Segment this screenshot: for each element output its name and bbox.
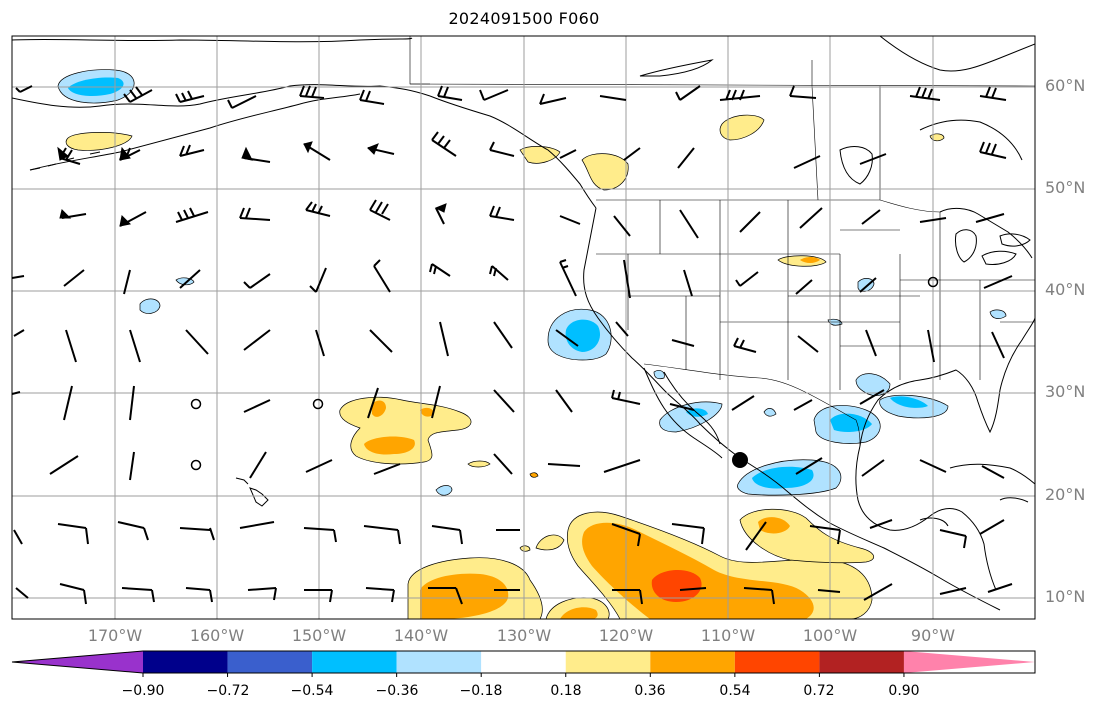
colorbar-segment [734,651,820,673]
lat-label-30n: 30°N [1045,382,1086,401]
colorbar-tick: −0.54 [290,683,334,699]
lon-label-140w: 140°W [393,626,449,645]
lat-label-20n: 20°N [1045,485,1086,504]
shaded-field-contours [57,69,1007,619]
lat-label-60n: 60°N [1045,76,1086,95]
colorbar-tick: 0.54 [719,683,751,699]
lon-label-160w: 160°W [189,626,245,645]
colorbar-segment [819,651,904,673]
lon-label-120w: 120°W [598,626,654,645]
colorbar-segment [227,651,313,673]
lat-label-40n: 40°N [1045,280,1086,299]
colorbar-tick: 0.36 [634,683,666,699]
colorbar-tick: −0.72 [206,683,250,699]
map-title: 2024091500 F060 [448,9,600,28]
location-marker [732,452,748,468]
map-frame [11,35,1036,620]
colorbar [11,650,1036,677]
lat-label-50n: 50°N [1045,178,1086,197]
lon-label-130w: 130°W [496,626,552,645]
lon-label-150w: 150°W [291,626,347,645]
lon-label-110w: 110°W [700,626,756,645]
colorbar-tick: −0.36 [375,683,419,699]
coastlines [12,36,1035,611]
colorbar-tick: 0.18 [550,683,582,699]
colorbar-tick: 0.90 [888,683,920,699]
colorbar-segment [903,651,1035,673]
colorbar-segment [481,651,566,673]
political-boundaries [409,36,1035,447]
lon-label-170w: 170°W [87,626,143,645]
wind-flags [57,141,447,227]
lat-label-10n: 10°N [1045,587,1086,606]
colorbar-segment [143,651,228,673]
lon-label-100w: 100°W [802,626,858,645]
colorbar-segment [650,651,735,673]
colorbar-segment [565,651,651,673]
map-panel [12,36,1035,619]
colorbar-segment [12,651,143,673]
colorbar-tick: −0.90 [121,683,165,699]
colorbar-tick: 0.72 [803,683,835,699]
graticule [12,36,1035,619]
lon-label-90w: 90°W [910,626,956,645]
calm-circles [190,276,939,471]
colorbar-tick: −0.18 [459,683,503,699]
colorbar-segment [312,651,397,673]
colorbar-segment [396,651,482,673]
